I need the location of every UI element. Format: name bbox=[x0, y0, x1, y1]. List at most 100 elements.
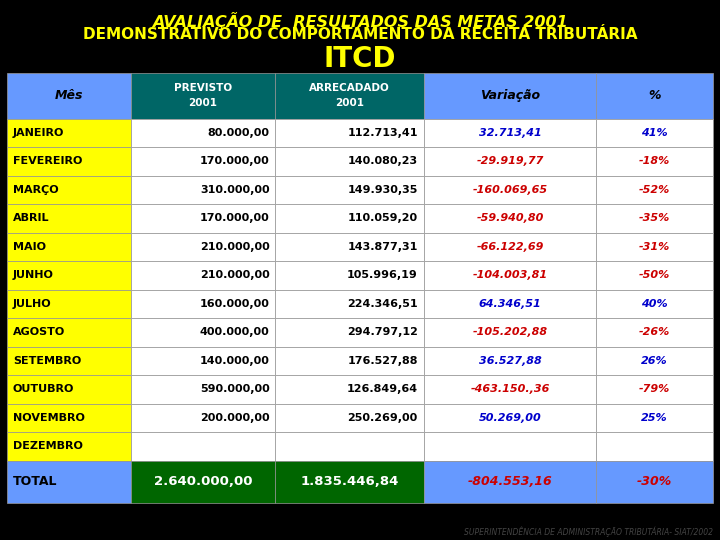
Text: 140.080,23: 140.080,23 bbox=[348, 156, 418, 166]
FancyBboxPatch shape bbox=[423, 204, 596, 233]
FancyBboxPatch shape bbox=[275, 432, 423, 461]
Text: -66.122,69: -66.122,69 bbox=[476, 242, 544, 252]
Text: OUTUBRO: OUTUBRO bbox=[13, 384, 74, 394]
FancyBboxPatch shape bbox=[275, 403, 423, 432]
Text: 140.000,00: 140.000,00 bbox=[199, 356, 269, 366]
Text: JUNHO: JUNHO bbox=[13, 270, 54, 280]
FancyBboxPatch shape bbox=[7, 233, 131, 261]
Text: -52%: -52% bbox=[639, 185, 670, 195]
FancyBboxPatch shape bbox=[7, 118, 131, 147]
FancyBboxPatch shape bbox=[131, 204, 275, 233]
FancyBboxPatch shape bbox=[7, 318, 131, 347]
FancyBboxPatch shape bbox=[423, 375, 596, 403]
Text: MARÇO: MARÇO bbox=[13, 185, 58, 195]
FancyBboxPatch shape bbox=[131, 375, 275, 403]
Text: ABRIL: ABRIL bbox=[13, 213, 50, 223]
FancyBboxPatch shape bbox=[7, 147, 131, 176]
Text: FEVEREIRO: FEVEREIRO bbox=[13, 156, 82, 166]
FancyBboxPatch shape bbox=[423, 233, 596, 261]
FancyBboxPatch shape bbox=[7, 204, 131, 233]
Text: -26%: -26% bbox=[639, 327, 670, 338]
FancyBboxPatch shape bbox=[596, 176, 713, 204]
Text: 2001: 2001 bbox=[189, 98, 217, 109]
FancyBboxPatch shape bbox=[596, 73, 713, 118]
Text: 160.000,00: 160.000,00 bbox=[199, 299, 269, 309]
FancyBboxPatch shape bbox=[423, 318, 596, 347]
FancyBboxPatch shape bbox=[131, 118, 275, 147]
FancyBboxPatch shape bbox=[596, 147, 713, 176]
Text: 400.000,00: 400.000,00 bbox=[200, 327, 269, 338]
Text: 294.797,12: 294.797,12 bbox=[347, 327, 418, 338]
FancyBboxPatch shape bbox=[596, 261, 713, 289]
FancyBboxPatch shape bbox=[131, 318, 275, 347]
Text: 310.000,00: 310.000,00 bbox=[200, 185, 269, 195]
FancyBboxPatch shape bbox=[275, 233, 423, 261]
FancyBboxPatch shape bbox=[275, 176, 423, 204]
FancyBboxPatch shape bbox=[275, 347, 423, 375]
FancyBboxPatch shape bbox=[7, 176, 131, 204]
FancyBboxPatch shape bbox=[275, 73, 423, 118]
FancyBboxPatch shape bbox=[275, 461, 423, 503]
FancyBboxPatch shape bbox=[596, 461, 713, 503]
Text: 105.996,19: 105.996,19 bbox=[347, 270, 418, 280]
Text: 149.930,35: 149.930,35 bbox=[347, 185, 418, 195]
FancyBboxPatch shape bbox=[7, 403, 131, 432]
FancyBboxPatch shape bbox=[423, 461, 596, 503]
Text: 250.269,00: 250.269,00 bbox=[348, 413, 418, 423]
Text: JULHO: JULHO bbox=[13, 299, 52, 309]
Text: 41%: 41% bbox=[642, 128, 668, 138]
FancyBboxPatch shape bbox=[7, 375, 131, 403]
FancyBboxPatch shape bbox=[7, 347, 131, 375]
FancyBboxPatch shape bbox=[423, 147, 596, 176]
Text: JANEIRO: JANEIRO bbox=[13, 128, 64, 138]
Text: DEZEMBRO: DEZEMBRO bbox=[13, 441, 83, 451]
Text: -29.919,77: -29.919,77 bbox=[476, 156, 544, 166]
FancyBboxPatch shape bbox=[596, 375, 713, 403]
FancyBboxPatch shape bbox=[131, 432, 275, 461]
FancyBboxPatch shape bbox=[423, 403, 596, 432]
FancyBboxPatch shape bbox=[275, 289, 423, 318]
FancyBboxPatch shape bbox=[131, 73, 275, 118]
Text: 210.000,00: 210.000,00 bbox=[200, 270, 269, 280]
Text: 200.000,00: 200.000,00 bbox=[200, 413, 269, 423]
FancyBboxPatch shape bbox=[7, 461, 131, 503]
Text: -30%: -30% bbox=[637, 475, 672, 488]
FancyBboxPatch shape bbox=[423, 289, 596, 318]
FancyBboxPatch shape bbox=[131, 403, 275, 432]
FancyBboxPatch shape bbox=[131, 289, 275, 318]
FancyBboxPatch shape bbox=[7, 73, 131, 118]
FancyBboxPatch shape bbox=[131, 147, 275, 176]
Text: Fonte:  SAIT / SAET: Fonte: SAIT / SAET bbox=[7, 514, 127, 523]
Text: -79%: -79% bbox=[639, 384, 670, 394]
Text: -35%: -35% bbox=[639, 213, 670, 223]
Text: 143.877,31: 143.877,31 bbox=[347, 242, 418, 252]
Text: 110.059,20: 110.059,20 bbox=[348, 213, 418, 223]
FancyBboxPatch shape bbox=[275, 261, 423, 289]
Text: 176.527,88: 176.527,88 bbox=[347, 356, 418, 366]
FancyBboxPatch shape bbox=[7, 432, 131, 461]
Text: TOTAL: TOTAL bbox=[13, 475, 58, 488]
FancyBboxPatch shape bbox=[275, 318, 423, 347]
Text: 590.000,00: 590.000,00 bbox=[200, 384, 269, 394]
Text: -804.553,16: -804.553,16 bbox=[467, 475, 552, 488]
FancyBboxPatch shape bbox=[131, 347, 275, 375]
Text: 224.346,51: 224.346,51 bbox=[347, 299, 418, 309]
Text: DEMONSTRATIVO DO COMPORTAMENTO DA RECEITA TRIBUTÁRIA: DEMONSTRATIVO DO COMPORTAMENTO DA RECEIT… bbox=[83, 27, 637, 42]
Text: -31%: -31% bbox=[639, 242, 670, 252]
Text: 64.346,51: 64.346,51 bbox=[479, 299, 541, 309]
Text: 2.640.000,00: 2.640.000,00 bbox=[154, 475, 252, 488]
FancyBboxPatch shape bbox=[596, 233, 713, 261]
Text: 210.000,00: 210.000,00 bbox=[200, 242, 269, 252]
Text: 2001: 2001 bbox=[335, 98, 364, 109]
Text: 26%: 26% bbox=[642, 356, 668, 366]
Text: PREVISTO: PREVISTO bbox=[174, 83, 232, 93]
Text: -463.150.,36: -463.150.,36 bbox=[470, 384, 549, 394]
Text: -50%: -50% bbox=[639, 270, 670, 280]
Text: AGOSTO: AGOSTO bbox=[13, 327, 66, 338]
Text: 80.000,00: 80.000,00 bbox=[207, 128, 269, 138]
FancyBboxPatch shape bbox=[275, 375, 423, 403]
Text: ARRECADADO: ARRECADADO bbox=[309, 83, 390, 93]
Text: NOVEMBRO: NOVEMBRO bbox=[13, 413, 85, 423]
Text: 112.713,41: 112.713,41 bbox=[347, 128, 418, 138]
Text: 50.269,00: 50.269,00 bbox=[479, 413, 541, 423]
